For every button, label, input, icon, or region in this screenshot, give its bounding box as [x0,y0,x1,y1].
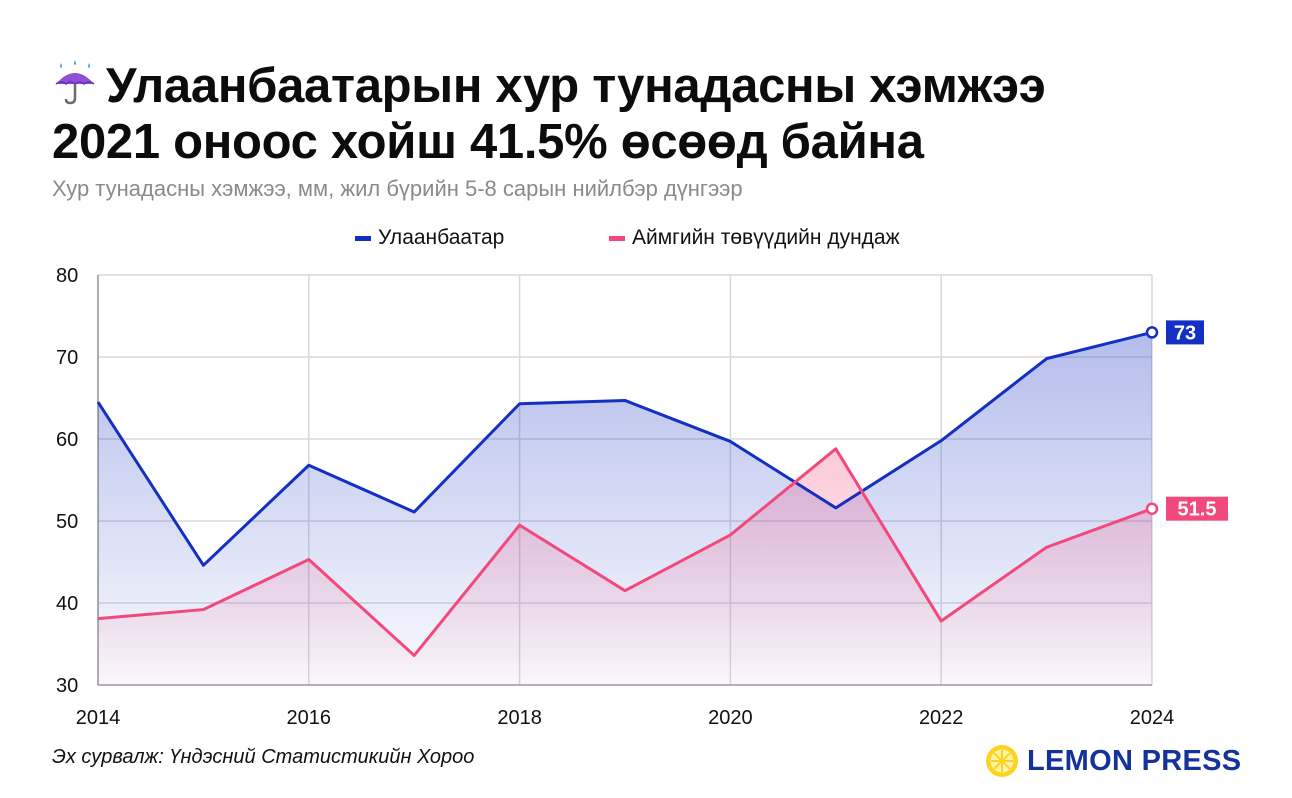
legend-item-aimag: Аймгийн төвүүдийн дундаж [609,226,900,250]
y-tick-label: 80 [56,265,78,287]
line-series-1 [97,447,1153,657]
x-tick-label: 2016 [287,707,332,729]
y-tick-label: 40 [56,593,78,615]
x-tick-label: 2020 [708,707,753,729]
legend-label-aimag: Аймгийн төвүүдийн дундаж [632,226,900,249]
title-line-2: 2021 оноос хойш 41.5% өсөөд байна [52,115,924,169]
y-tick-label: 50 [56,511,78,533]
legend-item-ulaanbaatar: Улаанбаатар [355,226,504,250]
x-tick-label: 2018 [497,707,542,729]
y-tick-label: 60 [56,429,78,451]
chart-legend: Улаанбаатар Аймгийн төвүүдийн дундаж [0,226,1292,252]
x-tick-label: 2024 [1130,707,1175,729]
end-label-series-1: 51.5 [1178,499,1217,521]
lemon-slice-icon [986,745,1018,777]
end-marker-series-1 [1145,502,1159,515]
legend-label-ulaanbaatar: Улаанбаатар [378,226,505,249]
y-tick-label: 30 [56,675,78,697]
end-label-box-series-1 [1166,496,1228,521]
line-series-0 [96,330,1153,567]
chart-title: Улаанбаатарын хур тунадасны хэмжээ 2021 … [52,58,1252,170]
x-tick-label: 2014 [76,707,121,729]
title-line-1: Улаанбаатарын хур тунадасны хэмжээ [52,58,1252,114]
umbrella-with-rain-icon [55,60,95,105]
y-tick-label: 70 [56,347,78,369]
legend-swatch-ulaanbaatar [355,235,371,241]
end-marker-series-0 [1145,326,1159,339]
source-note: Эх сурвалж: Үндэсний Статистикийн Хороо [52,746,475,768]
x-tick-label: 2022 [919,707,964,729]
chart-subtitle: Хур тунадасны хэмжээ, мм, жил бүрийн 5-8… [52,176,743,201]
area-series-1 [98,448,1152,685]
title-text-1: Улаанбаатарын хур тунадасны хэмжээ [106,59,1046,113]
end-label-series-0: 73 [1174,322,1196,344]
brand-logo: LEMON PRESS [985,744,1241,778]
brand-name: LEMON PRESS [1027,744,1242,777]
end-label-box-series-0 [1166,320,1204,345]
legend-swatch-aimag [609,235,625,241]
